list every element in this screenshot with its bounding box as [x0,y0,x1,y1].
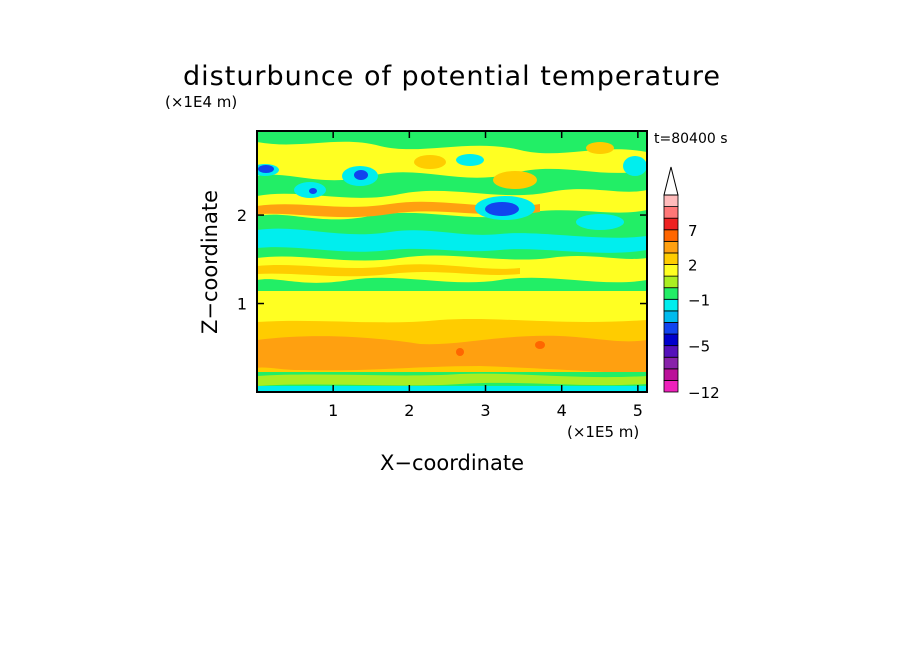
y-tick-label-0: 1 [237,295,247,314]
colorbar-swatch-15 [663,206,679,219]
plot-frame [256,130,648,393]
x-axis-ticks: 1 2 3 4 5 [328,131,643,420]
field-extrema [258,165,545,356]
colorbar-swatch-2 [663,356,679,370]
x-tick-label-4: 5 [633,401,643,420]
colorbar-extend-arrow [663,166,679,196]
colorbar-swatch-4 [663,333,679,347]
colorbar-swatch-9 [663,275,679,289]
colorbar-tick-label-4: −12 [688,384,720,402]
x-tick-label-3: 4 [557,401,567,420]
field-extremum-1 [258,165,274,173]
field-extremum-5 [535,341,545,349]
chart-title: disturbunce of potential temperature [183,61,721,92]
colorbar-swatch-16 [663,194,679,207]
x-axis-label: X−coordinate [380,451,524,475]
colorbar-swatch-12 [663,240,679,254]
y-axis-ticks: 12 [237,206,647,314]
colorbar-swatch-8 [663,287,679,300]
field-extremum-2 [309,188,317,194]
colorbar-tick-label-2: −1 [688,291,710,309]
x-tick-label-0: 1 [328,401,338,420]
time-label: t=80400 s [654,131,728,147]
x-axis-unit: (×1E5 m) [567,423,639,441]
colorbar-swatch-10 [663,264,679,277]
colorbar-swatch-6 [663,310,679,323]
x-tick-label-1: 2 [404,401,414,420]
field-extremum-6 [456,348,464,356]
colorbar-swatch-5 [663,322,679,335]
colorbar-swatch-13 [663,229,679,242]
colorbar-swatch-14 [663,217,679,231]
y-axis-label: Z−coordinate [198,190,222,334]
colorbar-swatch-1 [663,368,679,381]
y-tick-label-1: 2 [237,206,247,225]
colorbar-swatch-3 [663,345,679,358]
colorbar-tick-label-3: −5 [688,338,710,356]
field-bands [257,131,647,392]
colorbar-swatch-0 [663,380,679,393]
colorbar: 7 2 −1 −5 −12 [663,166,720,402]
colorbar-swatch-11 [663,252,679,265]
x-tick-label-2: 3 [480,401,490,420]
colorbar-swatch-7 [663,298,679,312]
colorbar-tick-label-1: 2 [688,257,698,275]
plot-area [257,131,647,392]
field-extremum-3 [354,170,368,180]
y-axis-unit: (×1E4 m) [165,93,237,111]
colorbar-tick-label-0: 7 [688,222,698,240]
field-extremum-4 [485,202,519,216]
